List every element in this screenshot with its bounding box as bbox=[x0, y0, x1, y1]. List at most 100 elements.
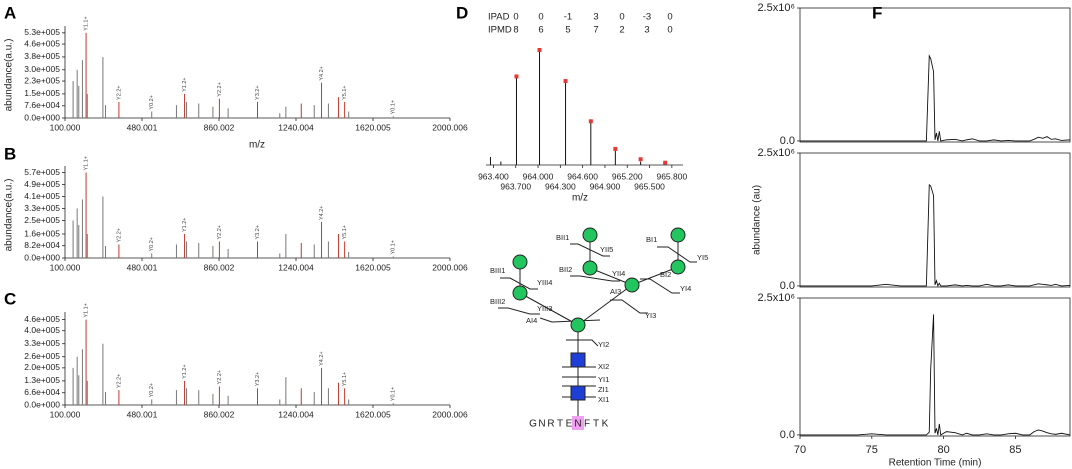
peak-annotation: Y1.1+ bbox=[84, 156, 90, 171]
x-tick-label: 860.002 bbox=[204, 122, 235, 132]
y-tick-label: 3.0e+005 bbox=[24, 64, 60, 74]
x-tick-label: 860.002 bbox=[204, 262, 235, 272]
table-cell: 2 bbox=[619, 25, 624, 36]
peak-annotation: Y5.1+ bbox=[342, 225, 348, 240]
glycan-label: XI2 bbox=[598, 362, 609, 371]
panel-label: C bbox=[4, 289, 16, 308]
table-cell: -1 bbox=[564, 12, 572, 23]
peak-annotation: Y1.2+ bbox=[182, 217, 188, 232]
y-tick-label: 2.6e+005 bbox=[24, 351, 60, 361]
y-tick-label: 3.8e+005 bbox=[24, 51, 60, 61]
glycan-label: XI1 bbox=[598, 395, 609, 404]
table-cell: 0 bbox=[667, 12, 672, 23]
peak-annotation: Y0.1+ bbox=[391, 100, 397, 115]
y-tick-label: 3.3e+005 bbox=[24, 203, 60, 213]
x-tick-label: 1240.004 bbox=[278, 262, 314, 272]
x-tick-label: 964.000 bbox=[523, 171, 554, 181]
glycan-label: YI5 bbox=[697, 253, 708, 262]
x-tick-label: 1620.005 bbox=[355, 122, 391, 132]
panel-label: B bbox=[4, 144, 16, 163]
peak-annotation: Y1.1+ bbox=[84, 16, 90, 31]
x-tick-label: 2000.006 bbox=[432, 409, 468, 419]
plot-frame bbox=[799, 152, 1071, 288]
x-tick-label: 965.200 bbox=[612, 171, 643, 181]
glycan-diagram bbox=[498, 227, 697, 430]
plot-frame bbox=[799, 297, 1071, 437]
sequence-residue: T bbox=[557, 419, 563, 430]
y-tick-label: 0.0e+000 bbox=[24, 252, 60, 262]
chart: 0.0e+000 6.6e+004 1.3e+005 2.0e+0052.6e+005… bbox=[24, 303, 468, 419]
peak-annotation: Y3.2+ bbox=[255, 225, 261, 240]
chromatogram-line bbox=[800, 314, 1071, 436]
theoretical-point bbox=[638, 157, 643, 162]
y-tick-label: 4.6e+005 bbox=[24, 38, 60, 48]
y-tick-label: 1.6e+005 bbox=[24, 228, 60, 238]
y-tick-label: 4.9e+005 bbox=[24, 179, 60, 189]
glycan-label: YI4 bbox=[680, 284, 691, 293]
chart: 0.0e+000 7.6e+004 1.5e+005 2.3e+0053.0e+005… bbox=[4, 16, 468, 150]
glycan-label: AI4 bbox=[526, 316, 537, 325]
x-tick-label: 860.002 bbox=[204, 409, 235, 419]
x-tick-label: 964.600 bbox=[567, 171, 598, 181]
plot-frame bbox=[799, 7, 1071, 143]
peak-annotation: Y0.1+ bbox=[391, 387, 397, 402]
theoretical-point bbox=[537, 48, 542, 52]
peak-annotation: Y2.2+ bbox=[217, 225, 223, 240]
sequence-residue: T bbox=[593, 419, 599, 430]
x-tick-label: 1620.005 bbox=[355, 262, 391, 272]
peak-annotation: Y1.2+ bbox=[182, 364, 188, 379]
sequence-residue: E bbox=[566, 419, 573, 430]
table-cell: 8 bbox=[513, 25, 518, 36]
y-tick-label: 4.0e+005 bbox=[24, 325, 60, 335]
y-tick-label: 0.0 bbox=[780, 135, 795, 147]
peak-annotation: Y3.2+ bbox=[255, 85, 261, 100]
table-cell: 0 bbox=[538, 12, 543, 23]
chromatogram-line bbox=[800, 54, 1071, 142]
x-tick-label: 2000.006 bbox=[432, 122, 468, 132]
peak-annotation: Y1.2+ bbox=[182, 77, 188, 92]
chart: 963.400963.700964.000964.300964.600964.9… bbox=[478, 12, 687, 204]
peak-annotation: Y5.1+ bbox=[342, 372, 348, 387]
x-tick-label: 70 bbox=[794, 444, 806, 456]
x-tick-label: 75 bbox=[866, 444, 878, 456]
x-tick-label: 1240.004 bbox=[278, 122, 314, 132]
x-tick-label: 480.001 bbox=[127, 262, 158, 272]
peak-annotation: Y0.2+ bbox=[149, 237, 155, 252]
x-tick-label: 963.700 bbox=[500, 181, 531, 191]
theoretical-point bbox=[663, 160, 668, 165]
peak-annotation: Y2.2+ bbox=[116, 228, 122, 243]
panel-label: F bbox=[872, 3, 882, 22]
y-tick-label: 2.3e+005 bbox=[24, 75, 60, 85]
x-tick-label: 100.000 bbox=[50, 409, 81, 419]
panel-label: A bbox=[4, 3, 16, 22]
table-cell: -3 bbox=[643, 12, 651, 23]
y-tick-label: 2.5e+005 bbox=[24, 215, 60, 225]
x-tick-label: 100.000 bbox=[50, 262, 81, 272]
x-tick-label: 85 bbox=[1009, 444, 1021, 456]
y-tick-label: 4.1e+005 bbox=[24, 191, 60, 201]
chromatogram-line bbox=[800, 184, 1071, 288]
x-tick-label: 80 bbox=[937, 444, 949, 456]
y-tick-label: 1.5e+005 bbox=[24, 88, 60, 98]
table-cell: 0 bbox=[619, 12, 624, 23]
table-cell: 3 bbox=[644, 25, 649, 36]
glycan-label: YII4 bbox=[612, 269, 625, 278]
glycan-label: YI2 bbox=[598, 340, 609, 349]
peak-annotation: Y2.2+ bbox=[217, 370, 223, 385]
glycan-label: YI1 bbox=[598, 375, 609, 384]
sequence-residue: N bbox=[574, 419, 581, 430]
sequence-residue: N bbox=[538, 419, 545, 430]
sequence-residue: G bbox=[529, 419, 537, 430]
table-cell: 0 bbox=[667, 25, 672, 36]
peak-annotation: Y3.2+ bbox=[255, 372, 261, 387]
glycan-label: AI3 bbox=[610, 287, 621, 296]
y-tick-label: 5.3e+005 bbox=[24, 27, 60, 37]
x-tick-label: 1620.005 bbox=[355, 409, 391, 419]
table-cell: IPMD bbox=[488, 25, 512, 36]
y-tick-label: 2.0e+005 bbox=[24, 362, 60, 372]
peak-annotation: Y0.2+ bbox=[149, 95, 155, 110]
glycan-label: YI3 bbox=[645, 311, 656, 320]
table-cell: 6 bbox=[538, 25, 543, 36]
peak-annotation: Y5.1+ bbox=[342, 85, 348, 100]
